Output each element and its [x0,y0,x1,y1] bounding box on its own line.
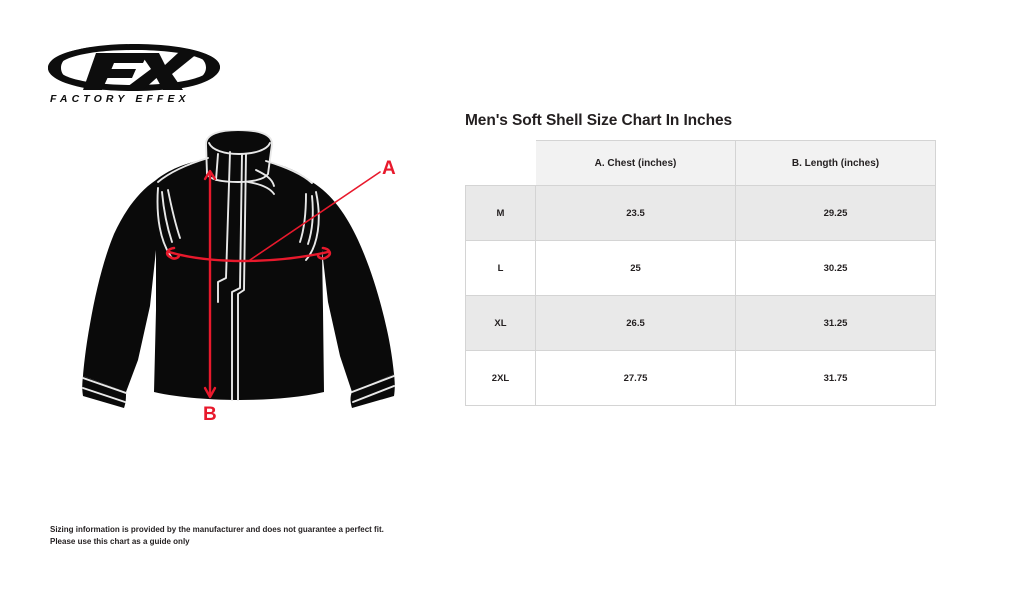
cell-length: 31.25 [735,295,936,351]
table-body: M 23.5 29.25 L 25 30.25 XL 26.5 31.25 2X… [465,185,936,406]
cell-chest: 27.75 [535,350,736,406]
logo-wordmark-text: FACTORY EFFEX [50,93,190,105]
jacket-illustration: A B [60,130,440,430]
jacket-detail-lines-icon [82,130,395,403]
cell-length: 29.25 [735,185,936,241]
factory-effex-logo: FACTORY EFFEX [44,38,224,106]
fx-oval-icon [48,44,220,91]
page-title: Men's Soft Shell Size Chart In Inches [465,112,732,129]
cell-chest: 25 [535,240,736,296]
cell-length: 31.75 [735,350,936,406]
cell-length: 30.25 [735,240,936,296]
disclaimer-line-1: Sizing information is provided by the ma… [50,525,384,534]
callout-label-a: A [382,158,396,179]
table-row: XL 26.5 31.25 [465,295,936,351]
column-header-length: B. Length (inches) [735,140,936,186]
table-row: 2XL 27.75 31.75 [465,350,936,406]
table-row: M 23.5 29.25 [465,185,936,241]
cell-chest: 26.5 [535,295,736,351]
disclaimer-note: Sizing information is provided by the ma… [50,524,384,549]
table-row: L 25 30.25 [465,240,936,296]
column-header-chest: A. Chest (inches) [535,140,736,186]
callout-label-b: B [203,404,217,425]
fx-letters-icon [83,53,198,90]
cell-size: M [465,185,536,241]
jacket-silhouette-icon [82,130,395,408]
cell-size: L [465,240,536,296]
size-chart-table: A. Chest (inches) B. Length (inches) M 2… [465,140,936,406]
cell-size: 2XL [465,350,536,406]
table-corner-cell [465,140,536,186]
cell-chest: 23.5 [535,185,736,241]
table-header-row: A. Chest (inches) B. Length (inches) [465,140,936,186]
disclaimer-line-2: Please use this chart as a guide only [50,537,190,547]
table-header: A. Chest (inches) B. Length (inches) [465,140,936,186]
cell-size: XL [465,295,536,351]
measurement-markers-icon [165,169,381,399]
